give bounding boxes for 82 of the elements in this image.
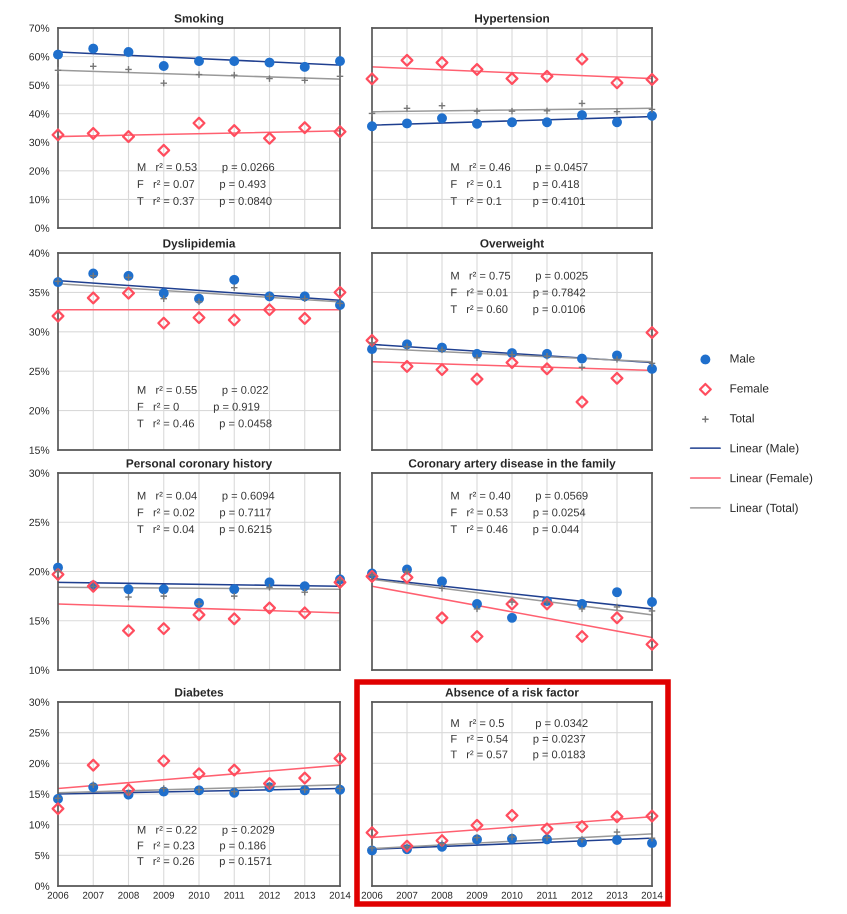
x-tick-label: 2009 xyxy=(153,892,174,899)
y-tick-label: 5% xyxy=(35,852,50,860)
x-tick-label: 2007 xyxy=(396,892,418,899)
x-tick-label: 2006 xyxy=(48,892,68,899)
annotation: M r² = 0.55 p = 0.022 xyxy=(138,386,268,396)
y-tick-label: 60% xyxy=(29,53,50,60)
annotation: F r² = 0.23 p = 0.186 xyxy=(138,842,266,852)
x-tick-label: 2011 xyxy=(224,892,244,899)
y-tick-label: 30% xyxy=(29,328,50,336)
annotation: F r² = 0.02 p = 0.7117 xyxy=(138,508,271,519)
legend-label: Linear (Male) xyxy=(730,444,798,455)
annotation: M r² = 0.75 p = 0.0025 xyxy=(451,272,588,282)
y-tick-label: 30% xyxy=(29,698,50,706)
legend-label: Total xyxy=(730,414,754,422)
legend-label: Female xyxy=(730,384,768,393)
y-tick-label: 25% xyxy=(29,368,50,376)
y-tick-label: 30% xyxy=(29,138,50,146)
chart-title: Personal coronary history xyxy=(126,458,272,470)
y-tick-label: 35% xyxy=(29,288,50,296)
legend-label: Linear (Total) xyxy=(730,503,798,514)
annotation: M r² = 0.46 p = 0.0457 xyxy=(451,163,588,174)
x-tick-label: 2013 xyxy=(606,892,628,899)
y-tick-label: 30% xyxy=(29,470,50,477)
x-tick-label: 2014 xyxy=(330,892,351,899)
y-tick-label: 50% xyxy=(29,82,50,90)
annotation: M r² = 0.22 p = 0.2029 xyxy=(138,826,274,836)
chart-title: Overweight xyxy=(480,238,544,250)
annotation: T r² = 0.46 p = 0.0458 xyxy=(137,420,272,430)
y-tick-label: 20% xyxy=(29,167,50,175)
annotation: F r² = 0.53 p = 0.0254 xyxy=(451,508,586,519)
y-tick-label: 40% xyxy=(29,250,50,257)
annotation: T r² = 0.37 p = 0.0840 xyxy=(137,197,272,208)
y-tick-label: 15% xyxy=(30,446,50,454)
annotation: M r² = 0.53 p = 0.0266 xyxy=(138,163,274,174)
y-tick-label: 70% xyxy=(29,24,50,32)
y-tick-label: 20% xyxy=(29,760,50,768)
y-tick-label: 10% xyxy=(30,196,50,204)
annotation: T r² = 0.04 p = 0.6215 xyxy=(137,525,272,536)
x-tick-label: 2014 xyxy=(642,892,663,899)
annotation: M r² = 0.5 p = 0.0342 xyxy=(451,719,588,730)
x-tick-label: 2007 xyxy=(82,892,104,899)
x-tick-label: 2010 xyxy=(188,892,210,899)
chart-title: Hypertension xyxy=(475,14,549,25)
annotation: T r² = 0.57 p = 0.0183 xyxy=(450,750,585,761)
y-tick-label: 40% xyxy=(29,110,50,118)
y-tick-label: 0% xyxy=(35,882,50,890)
legend-label: Male xyxy=(730,354,755,363)
annotation: F r² = 0.01 p = 0.7842 xyxy=(451,288,586,299)
chart-title: Dyslipidemia xyxy=(163,238,236,250)
chart-title: Coronary artery disease in the family xyxy=(408,458,616,470)
annotation: F r² = 0 p = 0.919 xyxy=(138,402,260,413)
x-tick-label: 2006 xyxy=(362,892,382,899)
y-tick-label: 25% xyxy=(29,729,50,737)
legend-label: Linear (Female) xyxy=(730,474,812,485)
chart-title: Diabetes xyxy=(175,688,224,697)
annotation: T r² = 0.60 p = 0.0106 xyxy=(450,305,585,316)
y-tick-label: 20% xyxy=(29,407,50,414)
y-tick-label: 10% xyxy=(30,821,50,829)
annotation: F r² = 0.54 p = 0.0237 xyxy=(451,734,586,745)
x-tick-label: 2012 xyxy=(259,892,280,899)
chart-title: Absence of a risk factor xyxy=(445,688,579,697)
y-tick-label: 20% xyxy=(29,568,50,576)
annotation: F r² = 0.1 p = 0.418 xyxy=(451,180,579,190)
annotation: T r² = 0.1 p = 0.4101 xyxy=(450,197,585,208)
x-tick-label: 2008 xyxy=(432,892,452,899)
x-tick-label: 2008 xyxy=(118,892,139,899)
y-tick-label: 15% xyxy=(30,790,50,798)
annotation: T r² = 0.26 p = 0.1571 xyxy=(137,857,272,868)
x-tick-label: 2009 xyxy=(466,892,488,899)
annotation: M r² = 0.04 p = 0.6094 xyxy=(138,492,274,502)
x-tick-label: 2011 xyxy=(537,892,557,899)
annotation: T r² = 0.46 p = 0.044 xyxy=(450,525,579,536)
chart-title: Smoking xyxy=(174,14,224,25)
y-tick-label: 10% xyxy=(30,666,50,674)
x-tick-label: 2010 xyxy=(502,892,522,899)
y-tick-label: 25% xyxy=(29,518,50,526)
annotation: F r² = 0.07 p = 0.493 xyxy=(138,180,266,190)
x-tick-label: 2012 xyxy=(572,892,592,899)
x-tick-label: 2013 xyxy=(294,892,316,899)
annotation: M r² = 0.40 p = 0.0569 xyxy=(451,492,588,502)
y-tick-label: 15% xyxy=(30,617,50,625)
y-tick-label: 0% xyxy=(35,224,50,232)
